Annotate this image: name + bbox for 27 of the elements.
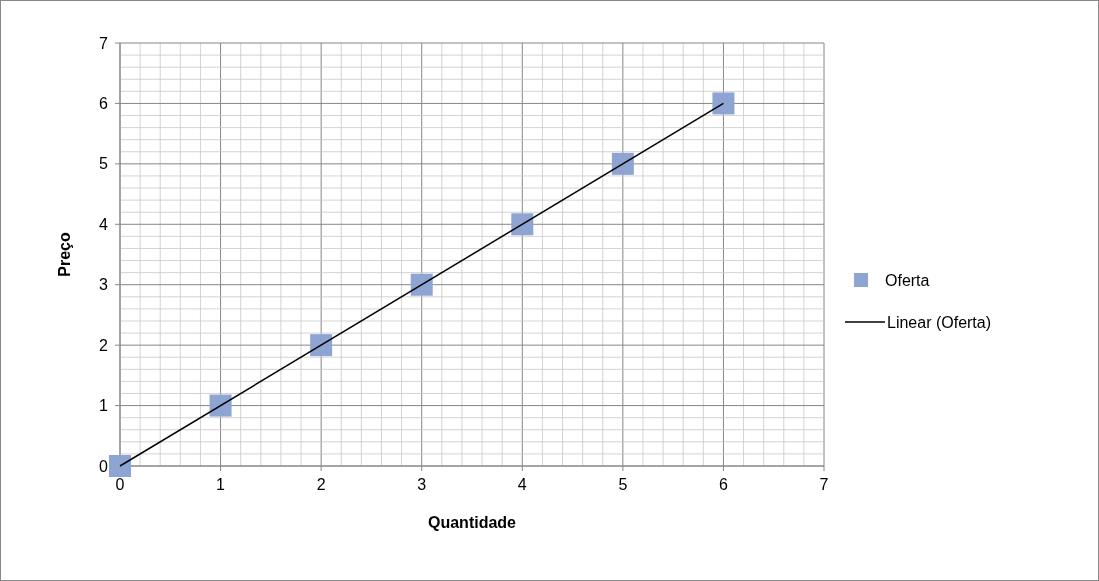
- point: [109, 455, 131, 477]
- y-tick-label: 3: [99, 276, 109, 294]
- x-tick-label: 7: [819, 476, 829, 493]
- point: [611, 152, 634, 175]
- y-tick-label: 1: [99, 397, 109, 415]
- point: [209, 394, 232, 417]
- legend-label: Linear (Oferta): [887, 313, 992, 331]
- x-tick-label: 5: [618, 476, 628, 493]
- x-tick-label: 6: [718, 476, 728, 493]
- y-axis-title: Preço: [56, 232, 73, 277]
- x-tick-label: 0: [115, 476, 125, 493]
- x-tick-label: 3: [417, 476, 427, 493]
- y-tick-label: 2: [99, 336, 109, 354]
- point: [410, 273, 433, 296]
- x-axis-title: Quantidade: [427, 514, 517, 531]
- point: [511, 213, 534, 236]
- point: [712, 92, 735, 115]
- y-tick-label: 7: [99, 34, 109, 52]
- y-tick-label: 6: [99, 95, 109, 113]
- point: [310, 334, 333, 357]
- x-tick-label: 1: [216, 476, 226, 493]
- y-tick-label: 5: [99, 155, 109, 173]
- x-tick-label: 4: [517, 476, 527, 493]
- legend-label: Oferta: [885, 271, 930, 289]
- y-tick-label: 0: [99, 457, 109, 475]
- x-tick-label: 2: [316, 476, 326, 493]
- y-tick-label: 4: [99, 215, 109, 233]
